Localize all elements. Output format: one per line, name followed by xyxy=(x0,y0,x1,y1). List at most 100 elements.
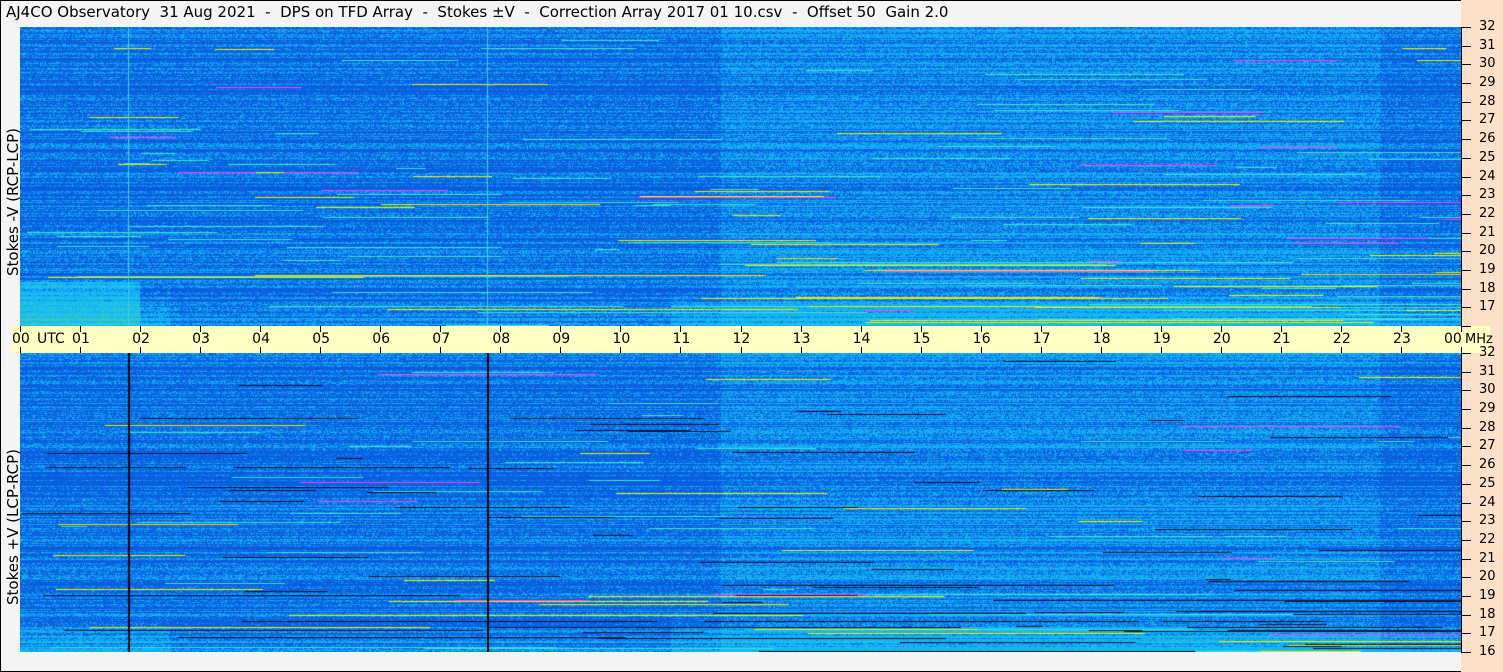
freq-axis-line xyxy=(1461,353,1462,652)
time-tick xyxy=(1100,347,1102,353)
freq-tick xyxy=(1461,521,1471,523)
freq-tick-label: 20 xyxy=(1479,243,1496,259)
time-tick-label: 18 xyxy=(1092,331,1111,347)
time-tick xyxy=(440,347,442,353)
time-tick xyxy=(800,347,802,353)
time-tick-label: 01 xyxy=(72,331,90,347)
time-tick xyxy=(1220,326,1222,332)
freq-tick xyxy=(1461,483,1471,485)
freq-tick xyxy=(1461,446,1471,448)
freq-axis-line xyxy=(1461,27,1462,326)
freq-tick xyxy=(1461,45,1471,47)
freq-tick-label: 27 xyxy=(1479,112,1496,128)
freq-unit-label: MHz xyxy=(1465,332,1493,347)
time-tick-label: 00 xyxy=(12,331,30,347)
freq-tick xyxy=(1461,652,1471,653)
freq-tick-label: 23 xyxy=(1479,187,1496,203)
freq-tick xyxy=(1461,371,1471,373)
time-tick-label: 17 xyxy=(1032,331,1051,347)
time-tick xyxy=(1461,347,1462,353)
time-tick xyxy=(620,326,622,332)
freq-tick xyxy=(1461,83,1471,85)
freq-tick-label: 25 xyxy=(1479,475,1496,491)
time-tick xyxy=(20,347,21,353)
time-tick xyxy=(1100,326,1102,332)
freq-tick-label: 31 xyxy=(1479,37,1496,53)
time-tick-label: 14 xyxy=(852,331,871,347)
time-tick-label: 22 xyxy=(1332,331,1351,347)
freq-tick-label: 18 xyxy=(1479,606,1496,622)
freq-tick xyxy=(1461,269,1471,271)
time-tick-label: 21 xyxy=(1272,331,1291,347)
time-tick-label: 07 xyxy=(432,331,451,347)
freq-tick-label: 21 xyxy=(1479,224,1496,240)
freq-tick-label: 22 xyxy=(1479,205,1496,221)
time-tick-label: 05 xyxy=(312,331,331,347)
freq-tick xyxy=(1461,288,1471,290)
time-tick xyxy=(140,347,142,353)
spectrogram-stokes-minus-v xyxy=(20,27,1461,326)
time-tick xyxy=(80,326,82,332)
freq-tick-label: 18 xyxy=(1479,280,1496,296)
time-tick-label: 06 xyxy=(372,331,391,347)
time-tick xyxy=(680,347,682,353)
time-tick-label: 15 xyxy=(912,331,931,347)
freq-tick xyxy=(1461,27,1471,28)
time-tick-label: 13 xyxy=(792,331,811,347)
freq-tick-label: 17 xyxy=(1479,625,1496,641)
freq-tick xyxy=(1461,353,1471,354)
time-tick-label: 20 xyxy=(1212,331,1231,347)
time-tick xyxy=(1400,326,1402,332)
time-tick xyxy=(1040,347,1042,353)
time-tick xyxy=(860,347,862,353)
time-tick xyxy=(560,326,562,332)
spectrogram-stokes-plus-v xyxy=(20,353,1461,652)
time-tick xyxy=(320,347,322,353)
freq-tick xyxy=(1461,409,1471,411)
time-tick xyxy=(1340,326,1342,332)
time-tick xyxy=(140,326,142,332)
freq-tick xyxy=(1461,307,1471,309)
time-tick-label: 08 xyxy=(492,331,511,347)
time-tick xyxy=(920,326,922,332)
freq-tick xyxy=(1461,139,1471,141)
time-tick xyxy=(1461,326,1462,332)
freq-tick-label: 30 xyxy=(1479,382,1496,398)
bottom-ylabel: Stokes +V (LCP-RCP) xyxy=(4,449,22,605)
time-tick xyxy=(860,326,862,332)
time-tick xyxy=(1400,347,1402,353)
time-tick xyxy=(200,347,202,353)
freq-tick-label: 23 xyxy=(1479,513,1496,529)
freq-tick xyxy=(1461,176,1471,178)
time-tick xyxy=(1160,326,1162,332)
time-tick xyxy=(260,347,262,353)
time-tick xyxy=(980,326,982,332)
time-tick xyxy=(680,326,682,332)
freq-tick xyxy=(1461,633,1471,635)
time-tick xyxy=(1280,347,1282,353)
time-tick xyxy=(500,326,502,332)
freq-tick xyxy=(1461,558,1471,560)
time-tick-label: 10 xyxy=(612,331,631,347)
time-tick xyxy=(740,347,742,353)
freq-tick xyxy=(1461,326,1471,327)
freq-tick-label: 24 xyxy=(1479,168,1496,184)
freq-tick xyxy=(1461,251,1471,253)
freq-tick-label: 29 xyxy=(1479,401,1496,417)
time-tick xyxy=(440,326,442,332)
time-tick xyxy=(80,347,82,353)
freq-tick xyxy=(1461,232,1471,234)
freq-tick-label: 28 xyxy=(1479,93,1496,109)
freq-tick-label: 29 xyxy=(1479,75,1496,91)
freq-tick-label: 20 xyxy=(1479,569,1496,585)
time-tick xyxy=(1040,326,1042,332)
time-tick-label: 23 xyxy=(1392,331,1411,347)
time-tick xyxy=(1160,347,1162,353)
time-tick-label: 04 xyxy=(252,331,270,347)
top-ylabel: Stokes -V (RCP-LCP) xyxy=(4,128,22,276)
time-tick-label: 00 xyxy=(1444,331,1462,347)
time-tick xyxy=(380,347,382,353)
freq-tick xyxy=(1461,64,1471,66)
freq-tick xyxy=(1461,502,1471,504)
time-tick-label: 19 xyxy=(1152,331,1171,347)
